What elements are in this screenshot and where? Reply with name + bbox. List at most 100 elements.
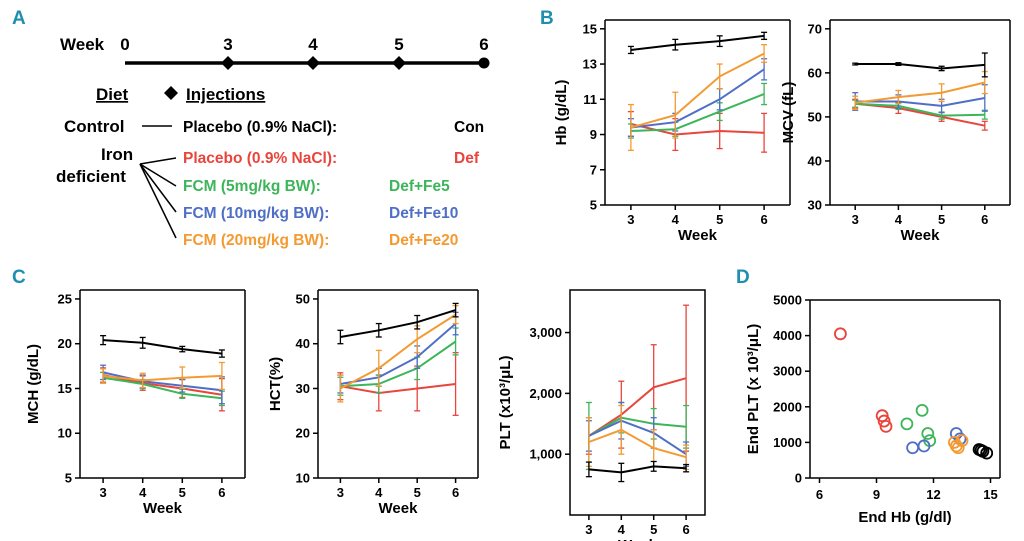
diet-control-label: Control xyxy=(64,117,124,136)
hct-xtick-label-3: 6 xyxy=(452,485,459,500)
panel-label-b: B xyxy=(540,8,554,29)
hb-line-def-fe5 xyxy=(630,93,765,132)
hct-x-label: Week xyxy=(379,500,419,517)
injection-diamond-week-3 xyxy=(221,56,235,70)
scatter-point-def-fe5-1 xyxy=(915,403,929,417)
mch-xtick-label-0: 3 xyxy=(99,485,106,500)
diet-iron-label-1: Iron xyxy=(101,145,133,164)
hb-xtick-label-2: 5 xyxy=(716,212,723,227)
hct-series-def xyxy=(337,352,459,416)
hb-y-label: Hb (g/dL) xyxy=(553,80,570,146)
scatter-ytick-label-1: 1000 xyxy=(773,435,802,450)
scatter-series-con xyxy=(972,443,994,460)
timeline-week-3: 3 xyxy=(223,35,232,54)
scatter-point-con-3 xyxy=(974,443,988,457)
hb-series-con xyxy=(627,31,768,55)
legend-code-fe10: Def+Fe10 xyxy=(389,205,458,222)
timeline-end-dot xyxy=(478,57,490,69)
hct-ytick-label-3: 40 xyxy=(296,336,310,351)
mcv-line-def xyxy=(855,102,985,127)
plt-y-label: PLT (x10³/μL) xyxy=(497,356,514,450)
mch-xtick-label-2: 5 xyxy=(179,485,186,500)
hb-ytick-label-5: 15 xyxy=(583,21,597,36)
timeline-week-4: 4 xyxy=(308,35,318,54)
timeline-week-5: 5 xyxy=(394,35,403,54)
hct-line-def xyxy=(340,383,456,395)
plt-ytick-label-2: 3,000 xyxy=(529,325,562,340)
hb-x-label: Week xyxy=(678,227,718,244)
plt-xtick-label-3: 6 xyxy=(682,522,689,537)
scatter-series-def-fe5 xyxy=(900,403,937,448)
hb-xtick-label-1: 4 xyxy=(672,212,680,227)
plt-line-con xyxy=(588,465,687,474)
scatter-point-def-1 xyxy=(875,409,889,423)
plt-series-con xyxy=(585,460,690,483)
mch-line-def-fe20 xyxy=(102,374,222,382)
plt-series-def xyxy=(585,304,690,455)
scatter-point-def-fe20-1 xyxy=(951,441,965,455)
scatter-xtick-label-0: 6 xyxy=(816,487,823,502)
plt-line-def-fe5 xyxy=(588,416,687,437)
legend-code-fe5: Def+Fe5 xyxy=(389,178,450,195)
panel-label-a: A xyxy=(12,8,26,29)
injection-diamond-week-4 xyxy=(306,56,320,70)
timeline-week-0: 0 xyxy=(120,35,129,54)
iron-connectors xyxy=(139,157,177,239)
mch-xtick-label-1: 4 xyxy=(139,485,147,500)
legend-treatment-fe20: FCM (20mg/kg BW): xyxy=(183,232,329,249)
timeline-week-6: 6 xyxy=(479,35,488,54)
mch-ytick-label-1: 10 xyxy=(58,426,72,441)
mcv-series-con xyxy=(852,52,988,78)
plt-x-label: Week xyxy=(618,537,658,541)
hb-series-def-fe20 xyxy=(627,44,768,152)
scatter-series-def xyxy=(834,327,893,433)
chart-mcv: 30 40 50 60 70 3 4 5 6 Week MCV (fL) xyxy=(780,19,1011,244)
plt-ytick-label-0: 1,000 xyxy=(529,447,562,462)
scatter-series-def-fe20 xyxy=(948,434,969,455)
scatter-ytick-label-5: 5000 xyxy=(773,293,802,308)
mch-ytick-label-2: 15 xyxy=(58,381,72,396)
scatter-point-def-3 xyxy=(879,419,893,433)
panel-label-d: D xyxy=(736,267,750,288)
mcv-ytick-label-1: 40 xyxy=(808,153,822,168)
scatter-y-label: End PLT (x 10³/μL) xyxy=(745,324,762,455)
scatter-point-def-fe10-0 xyxy=(906,441,919,455)
mcv-x-label: Week xyxy=(901,227,941,244)
scatter-ytick-label-3: 3000 xyxy=(773,364,802,379)
hct-ytick-label-1: 20 xyxy=(296,426,310,441)
hb-ytick-label-0: 5 xyxy=(590,198,597,213)
mcv-xtick-label-2: 5 xyxy=(938,212,945,227)
hb-ytick-label-4: 13 xyxy=(583,57,597,72)
chart-hct: 10 20 30 40 50 3 4 5 6 Week HCT(%) xyxy=(267,289,479,517)
scatter-point-def-2 xyxy=(877,414,891,428)
mch-line-def-fe5 xyxy=(102,376,223,400)
hct-xtick-label-1: 4 xyxy=(375,485,383,500)
chart-scatter: 0 1000 2000 3000 4000 5000 6 9 12 15 End Hb (g/dl)… xyxy=(745,293,1001,526)
legend-code-con: Con xyxy=(454,119,484,136)
timeline-panel: Week 0 3 4 5 6 Diet Injections Control I… xyxy=(56,35,490,249)
legend-treatment-fe5: FCM (5mg/kg BW): xyxy=(183,178,321,195)
scatter-point-def-fe20-3 xyxy=(949,439,963,453)
mcv-xtick-label-0: 3 xyxy=(852,212,859,227)
hct-ytick-label-0: 10 xyxy=(296,471,310,486)
mch-ytick-label-3: 20 xyxy=(58,336,72,351)
scatter-point-def-fe5-0 xyxy=(900,417,914,431)
mcv-xtick-label-1: 4 xyxy=(895,212,903,227)
scatter-ytick-label-4: 4000 xyxy=(773,328,802,343)
plt-line-def-fe20 xyxy=(588,428,687,459)
hb-line-def-fe10 xyxy=(630,68,765,129)
plt-frame xyxy=(569,289,706,516)
hb-ytick-label-3: 11 xyxy=(583,92,597,107)
scatter-point-def-0 xyxy=(834,327,847,341)
hct-line-con xyxy=(340,309,456,338)
scatter-point-def-fe10-1 xyxy=(917,439,931,453)
diet-header: Diet xyxy=(96,85,128,104)
plt-xtick-label-2: 5 xyxy=(650,522,657,537)
mcv-ytick-label-4: 70 xyxy=(808,21,822,36)
hb-xtick-label-0: 3 xyxy=(627,212,634,227)
scatter-x-label: End Hb (g/dl) xyxy=(858,509,951,526)
treatment-legend: Placebo (0.9% NaCl): Con Placebo (0.9% N… xyxy=(183,119,484,249)
mcv-ytick-label-3: 60 xyxy=(808,65,822,80)
